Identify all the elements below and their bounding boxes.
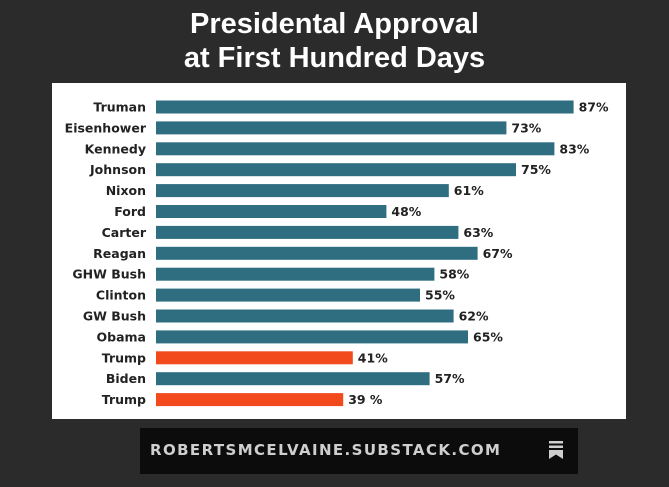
footer-site-url[interactable]: ROBERTSMCELVAINE.SUBSTACK.COM (150, 441, 502, 459)
category-label-ghw-bush-8: GHW Bush (72, 267, 146, 282)
value-label-ford-5: 48% (391, 204, 421, 219)
bar-carter-6 (156, 225, 459, 239)
value-label-gw-bush-10: 62% (459, 309, 489, 324)
category-label-nixon-4: Nixon (106, 183, 146, 198)
value-label-reagan-7: 67% (483, 246, 513, 261)
chart-title-line-2: at First Hundred Days (183, 42, 486, 74)
bar-trump-12 (156, 351, 353, 365)
category-label-gw-bush-10: GW Bush (83, 309, 146, 324)
chart-panel: Truman 87% Eisenhower 73% Kennedy 83% Johnson 7… (52, 83, 626, 419)
bar-clinton-9 (156, 288, 420, 302)
category-label-obama-11: Obama (97, 329, 146, 344)
value-label-trump-14: 39 % (348, 392, 383, 407)
bar-ford-5 (156, 205, 387, 218)
bar-obama-11 (156, 330, 468, 344)
bar-ghw-bush-8 (156, 267, 435, 281)
bar-truman-0 (156, 100, 574, 114)
value-label-truman-0: 87% (579, 100, 609, 115)
value-label-johnson-3: 75% (521, 162, 551, 177)
bar-kennedy-2 (156, 142, 555, 156)
value-label-biden-13: 57% (435, 371, 465, 386)
value-label-eisenhower-1: 73% (511, 120, 541, 135)
chart-title-line-1: Presidental Approval (189, 8, 479, 40)
category-label-trump-14: Trump (102, 392, 146, 407)
bar-eisenhower-1 (156, 121, 507, 135)
category-label-biden-13: Biden (106, 371, 146, 386)
category-label-truman-0: Truman (93, 100, 146, 115)
value-label-kennedy-2: 83% (559, 141, 589, 156)
category-label-johnson-3: Johnson (89, 162, 146, 177)
value-label-nixon-4: 61% (454, 183, 484, 198)
footer-banner[interactable]: ROBERTSMCELVAINE.SUBSTACK.COM (140, 428, 578, 474)
bookmark-icon[interactable] (548, 441, 564, 459)
value-label-ghw-bush-8: 58% (439, 267, 469, 282)
bar-gw-bush-10 (156, 309, 454, 323)
category-label-clinton-9: Clinton (96, 288, 146, 303)
bar-chart: Truman 87% Eisenhower 73% Kennedy 83% Johnson 7… (65, 100, 609, 408)
category-label-eisenhower-1: Eisenhower (65, 120, 147, 135)
bar-johnson-3 (156, 163, 516, 177)
value-label-carter-6: 63% (463, 225, 493, 240)
value-label-trump-12: 41% (358, 350, 388, 365)
value-label-obama-11: 65% (473, 329, 503, 344)
bar-nixon-4 (156, 184, 449, 198)
bar-reagan-7 (156, 246, 478, 260)
category-label-reagan-7: Reagan (93, 246, 146, 261)
bar-biden-13 (156, 372, 430, 386)
category-label-ford-5: Ford (114, 204, 146, 219)
category-label-kennedy-2: Kennedy (85, 141, 146, 156)
category-label-carter-6: Carter (102, 225, 147, 240)
bar-trump-14 (156, 393, 344, 407)
category-label-trump-12: Trump (102, 350, 146, 365)
value-label-clinton-9: 55% (425, 288, 455, 303)
